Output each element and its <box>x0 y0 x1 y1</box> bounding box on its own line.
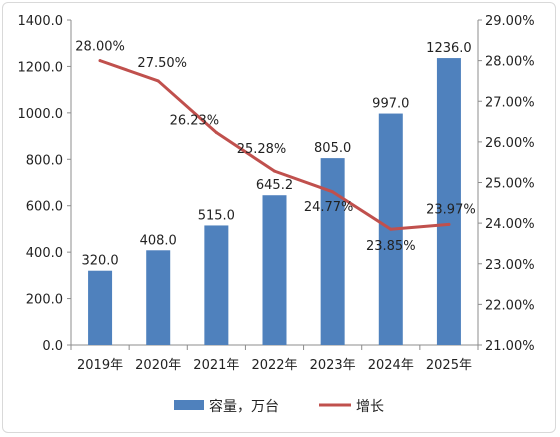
bar <box>320 158 345 345</box>
left-axis-tick-label: 1000.0 <box>18 107 64 122</box>
legend-label-bar: 容量，万台 <box>209 398 279 415</box>
bar <box>88 270 113 345</box>
x-axis-tick-label: 2024年 <box>368 358 414 373</box>
x-axis-tick-label: 2025年 <box>426 358 472 373</box>
right-axis-tick-label: 21.00% <box>485 339 535 354</box>
bar-value-label: 645.2 <box>256 178 293 193</box>
left-axis-tick-label: 600.0 <box>26 200 63 215</box>
line-point <box>389 227 393 231</box>
bar-value-label: 1236.0 <box>426 41 472 56</box>
bar-value-label: 408.0 <box>140 233 177 248</box>
line-value-label: 23.97% <box>426 202 476 217</box>
legend-swatch-bar <box>174 400 204 410</box>
bar <box>436 58 461 345</box>
bar <box>204 225 229 345</box>
bar <box>262 195 287 345</box>
left-axis-tick-label: 200.0 <box>26 293 63 308</box>
right-axis-tick-label: 24.00% <box>485 217 535 232</box>
x-axis-tick-label: 2022年 <box>251 358 297 373</box>
legend: 容量，万台 增长 <box>174 398 384 415</box>
line-point <box>447 222 451 226</box>
bar <box>146 250 171 345</box>
line-group <box>98 59 451 231</box>
right-axis-tick-label: 27.00% <box>485 95 535 110</box>
line-value-label: 24.77% <box>304 200 354 215</box>
x-axis-tick-label: 2021年 <box>193 358 239 373</box>
line-point <box>331 190 335 194</box>
line-value-label: 23.85% <box>366 239 416 254</box>
line-point <box>98 59 102 63</box>
line-value-label: 28.00% <box>75 40 125 55</box>
left-axis-tick-label: 800.0 <box>26 153 63 168</box>
bar-value-label: 320.0 <box>81 254 118 269</box>
x-axis-tick-label: 2020年 <box>135 358 181 373</box>
legend-label-line: 增长 <box>356 399 384 415</box>
right-axis-tick-label: 22.00% <box>485 298 535 313</box>
left-axis-tick-label: 400.0 <box>26 246 63 261</box>
right-axis-tick-label: 29.00% <box>485 14 535 29</box>
right-axis-tick-label: 23.00% <box>485 258 535 273</box>
line-value-label: 27.50% <box>137 56 187 71</box>
axes-group: 0.0 200.0 400.0 600.0 800.0 1000.0 1200.0 1400.… <box>18 14 535 373</box>
line-point <box>214 131 218 135</box>
x-axis-tick-label: 2019年 <box>77 358 123 373</box>
bar-value-label: 805.0 <box>314 141 351 156</box>
left-axis-tick-label: 1400.0 <box>18 14 64 29</box>
x-axis-tick-label: 2023年 <box>310 358 356 373</box>
right-axis-tick-label: 26.00% <box>485 136 535 151</box>
line-point <box>273 169 276 173</box>
bar-value-label: 515.0 <box>198 208 235 223</box>
data-labels-group: 320.0 408.0 515.0 645.2 805.0 997.0 1236.0 28.0… <box>75 40 475 269</box>
right-axis-tick-label: 25.00% <box>485 177 535 192</box>
left-axis-tick-label: 0.0 <box>42 339 63 354</box>
bar-value-label: 997.0 <box>372 97 409 112</box>
line-point <box>156 79 160 83</box>
line-value-label: 26.23% <box>170 114 220 129</box>
left-axis-tick-label: 1200.0 <box>18 60 64 75</box>
right-axis-tick-label: 28.00% <box>485 55 535 70</box>
line-value-label: 25.28% <box>237 142 287 157</box>
